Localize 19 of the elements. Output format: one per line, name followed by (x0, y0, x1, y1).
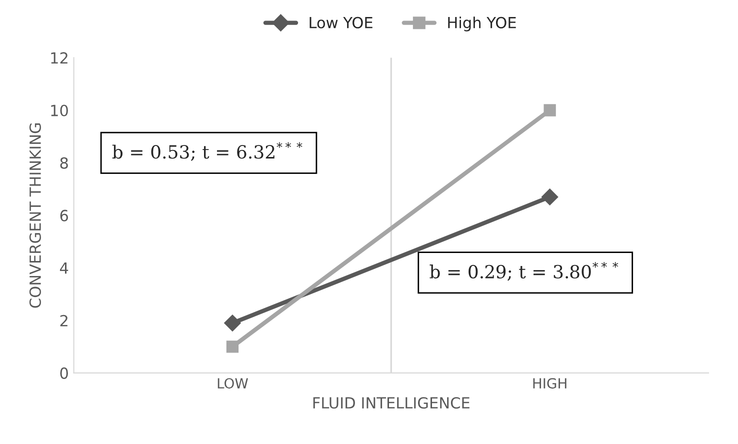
x-axis-title: FLUID INTELLIGENCE (313, 397, 470, 409)
legend-label: Low YOE (310, 16, 372, 28)
point (226, 340, 239, 353)
annotation: b = 0.29; t = 3.80$^{***}$ (430, 262, 618, 281)
y-tick-label: 2 (60, 314, 68, 326)
legend-label: High YOE (448, 16, 516, 32)
point (224, 314, 241, 332)
point (544, 104, 556, 116)
x-tick-label: LOW (218, 378, 248, 389)
y-tick-label: 0 (60, 367, 68, 379)
y-axis-title: CONVERGENT THINKING (29, 123, 41, 308)
y-tick-label: 12 (51, 52, 68, 64)
y-tick-label: 4 (60, 262, 68, 274)
y-tick-label: 8 (60, 157, 68, 169)
x-tick-label: HIGH (533, 378, 566, 389)
point (541, 188, 558, 206)
y-tick-label: 10 (51, 104, 68, 116)
y-tick-label: 6 (60, 210, 68, 222)
annotation: b = 0.53; t = 6.32$^{***}$ (112, 142, 302, 161)
